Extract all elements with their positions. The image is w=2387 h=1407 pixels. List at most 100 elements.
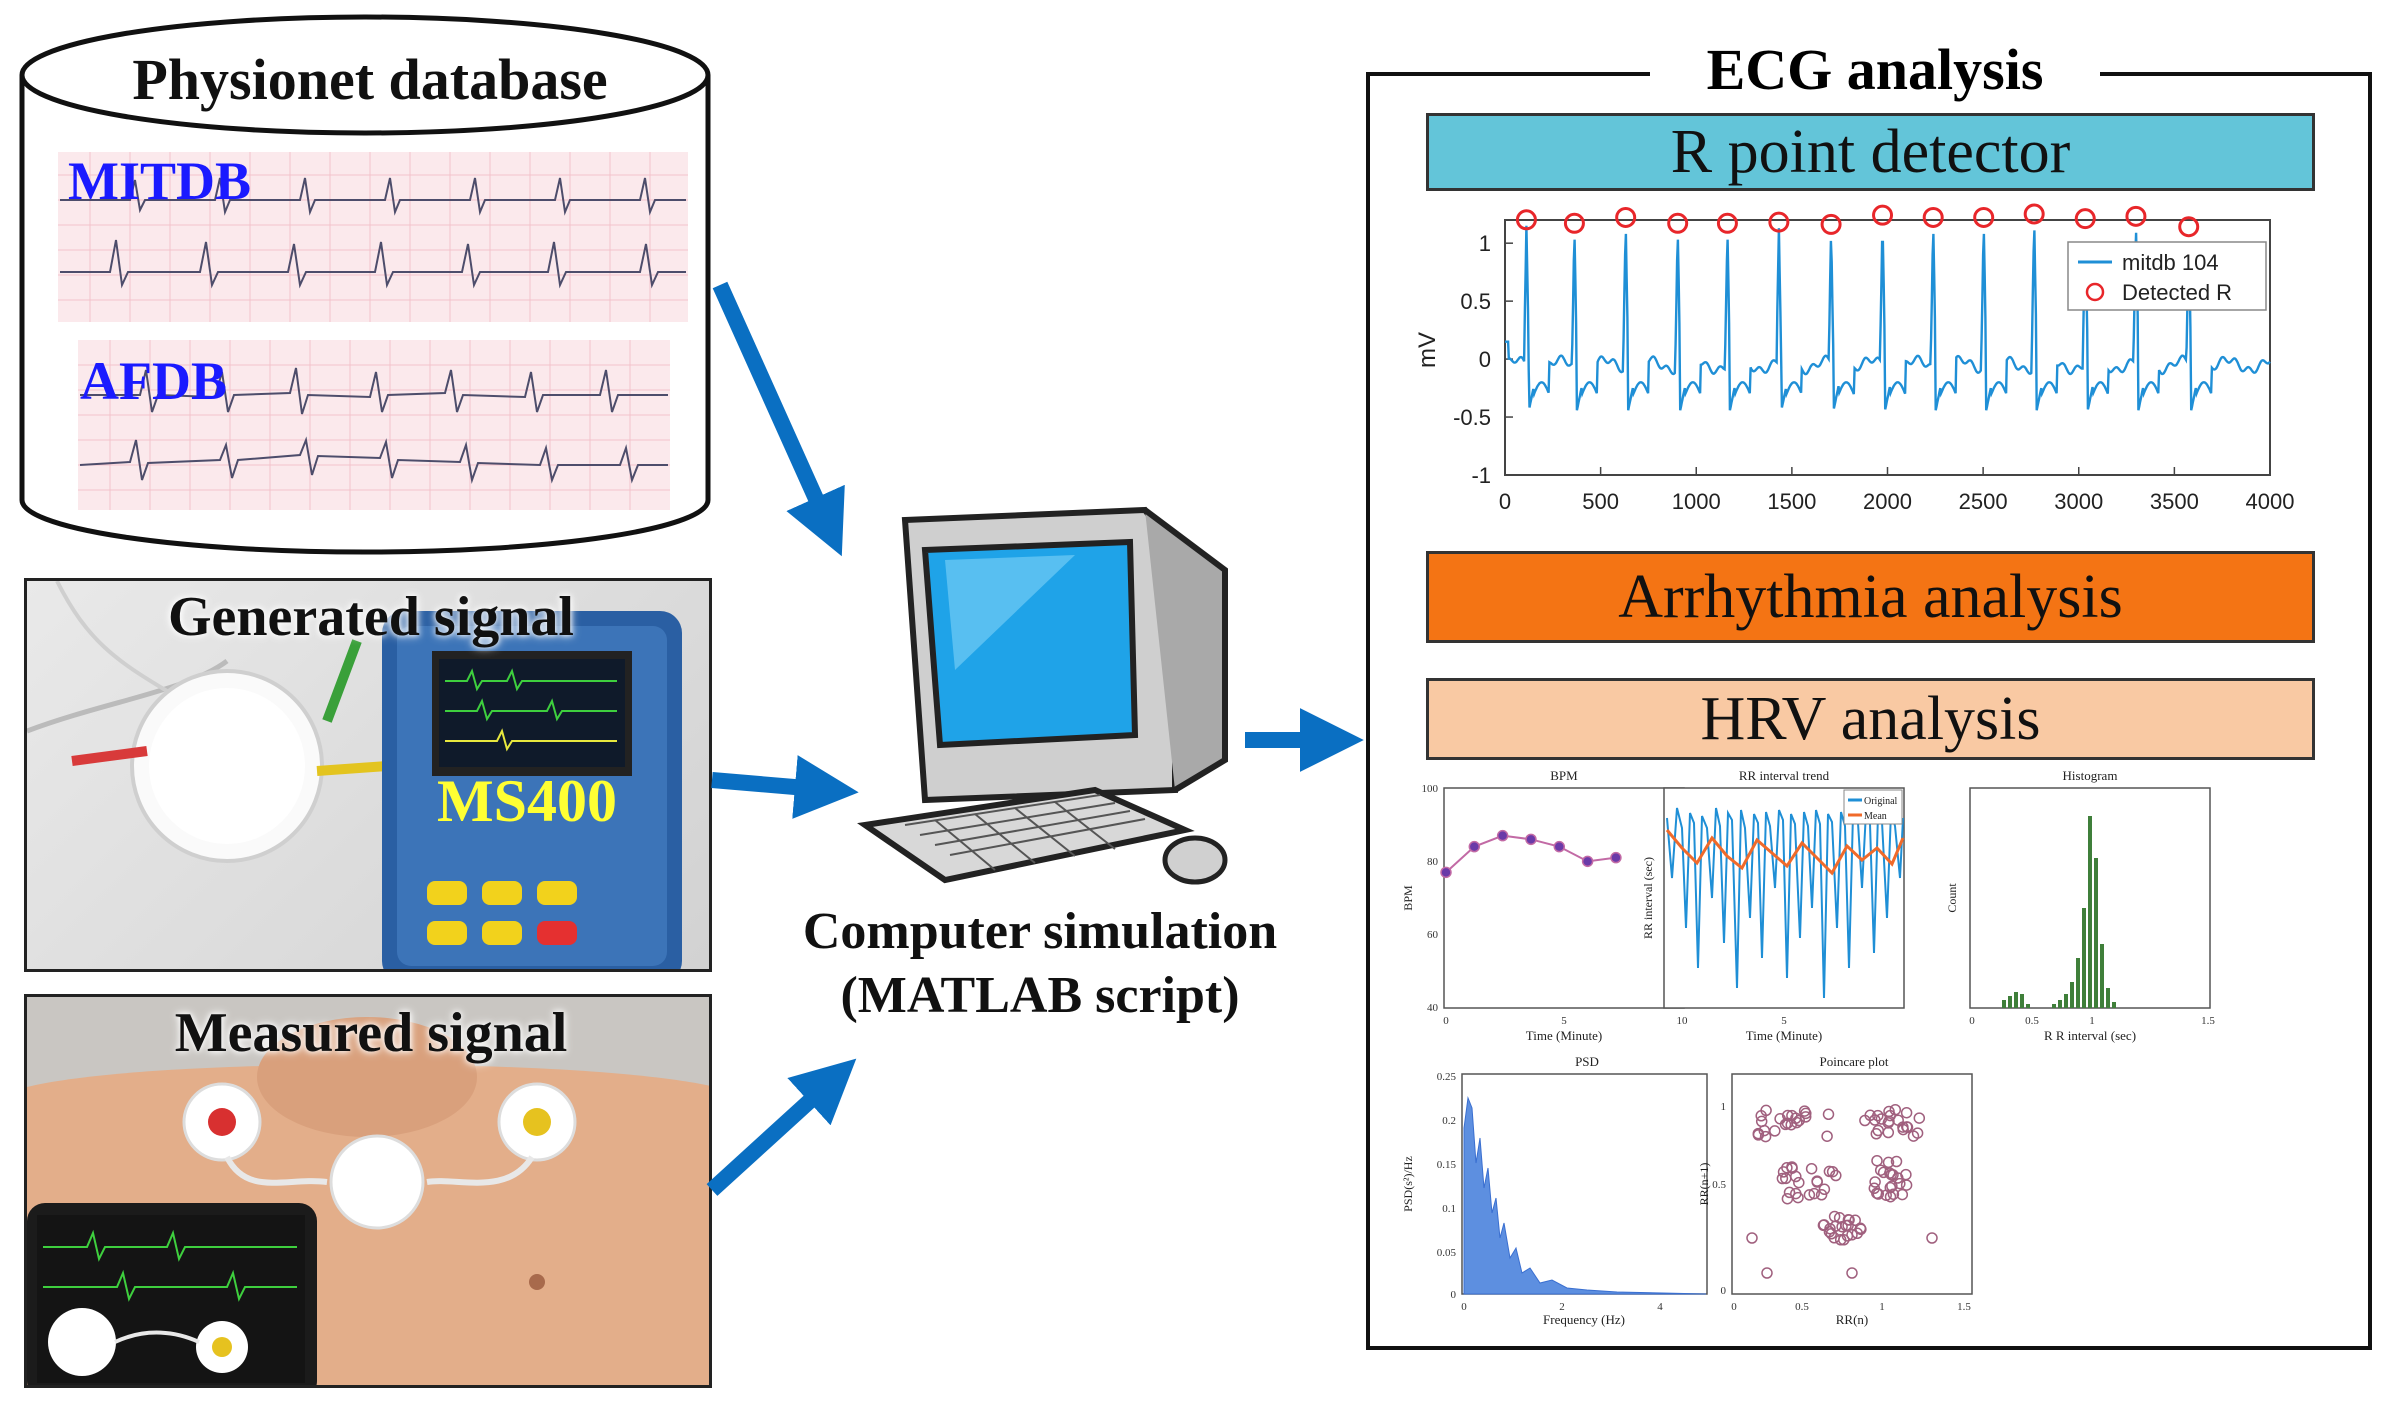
poincare-point: [1889, 1103, 1902, 1116]
rr-trend-original-series: [1666, 807, 1904, 999]
detected-r-marker: [1872, 204, 1894, 226]
ecg-xtick-label: 1500: [1767, 489, 1816, 514]
poincare-point: [1846, 1229, 1858, 1241]
poincare-point: [1822, 1108, 1835, 1121]
database-cylinder: [0, 0, 740, 560]
poincare-point: [1926, 1232, 1938, 1244]
rr-trend-ylabel: RR interval (sec): [1641, 857, 1655, 939]
poincare-point: [1791, 1116, 1803, 1129]
histogram-xtick-1: 1: [2089, 1015, 2095, 1027]
ecg-analysis-title: ECG analysis: [1650, 36, 2100, 103]
poincare-point: [1800, 1107, 1812, 1120]
bpm-ytick-100: 100: [1422, 783, 1439, 795]
ecg-ytick-label: 0: [1479, 347, 1491, 372]
bpm-xtick-10: 10: [1677, 1015, 1689, 1027]
poincare-xtick-1: 1: [1879, 1301, 1885, 1313]
ecg-ytick-label: -0.5: [1453, 405, 1491, 430]
bpm-point: [1496, 829, 1509, 842]
poincare-point: [1887, 1188, 1900, 1200]
poincare-point: [1883, 1115, 1895, 1128]
bpm-plot: BPM 100 80 60 40 0 5 10 Time (Minute) BP…: [1401, 768, 1688, 1043]
poincare-point: [1823, 1165, 1836, 1178]
poincare-point: [1869, 1114, 1881, 1126]
generated-signal-photo: Generated signal MS400: [24, 578, 712, 972]
poincare-point: [1760, 1104, 1772, 1117]
bpm-point: [1525, 833, 1537, 846]
detected-r-marker: [1716, 212, 1738, 234]
poincare-point: [1846, 1267, 1858, 1279]
poincare-ytick-0.5: 0.5: [1712, 1179, 1726, 1191]
ms400-label: MS400: [437, 768, 617, 834]
detected-r-marker: [1667, 212, 1689, 234]
legend-series-detected: Detected R: [2122, 280, 2232, 305]
poincare-point: [1871, 1154, 1883, 1167]
poincare-point: [1872, 1124, 1884, 1137]
poincare-point: [1869, 1176, 1881, 1188]
ecg-xtick-label: 3500: [2150, 489, 2199, 514]
poincare-point: [1793, 1176, 1805, 1189]
psd-ytick-0.15: 0.15: [1437, 1159, 1457, 1171]
poincare-point: [1790, 1187, 1802, 1200]
detected-r-marker: [1768, 211, 1790, 233]
ecg-xtick-label: 3000: [2054, 489, 2103, 514]
poincare-point: [1828, 1232, 1840, 1244]
bpm-title: BPM: [1550, 768, 1578, 783]
poincare-point: [1811, 1176, 1823, 1188]
tablet-icon: [27, 1203, 317, 1385]
detected-r-marker: [1615, 206, 1637, 228]
poincare-point: [1752, 1129, 1765, 1141]
detected-r-marker: [1820, 213, 1842, 235]
poincare-point: [1913, 1112, 1926, 1124]
measured-signal-title: Measured signal: [174, 1002, 568, 1064]
poincare-point: [1781, 1192, 1794, 1205]
poincare-point: [1805, 1162, 1818, 1175]
detected-r-marker: [2125, 205, 2147, 227]
histogram-ylabel: Count: [1945, 883, 1959, 913]
detected-r-marker: [1973, 206, 1995, 228]
bpm-ytick-60: 60: [1427, 929, 1439, 941]
poincare-point: [1781, 1161, 1793, 1174]
psd-xtick-2: 2: [1559, 1301, 1565, 1313]
poincare-point: [1896, 1188, 1909, 1201]
poincare-point: [1849, 1214, 1861, 1227]
poincare-xlabel: RR(n): [1836, 1312, 1869, 1327]
bpm-ytick-80: 80: [1427, 856, 1439, 868]
poincare-point: [1882, 1156, 1895, 1169]
poincare-point: [1761, 1267, 1773, 1279]
poincare-point: [1830, 1220, 1842, 1232]
poincare-point: [1875, 1113, 1888, 1125]
electrode-simulator-icon: [130, 669, 324, 863]
arrow-measured-to-computer: [706, 1058, 857, 1196]
poincare-point: [1759, 1130, 1772, 1143]
bpm-ytick-40: 40: [1427, 1002, 1439, 1014]
poincare-point: [1815, 1189, 1828, 1201]
computer-icon: [845, 490, 1245, 890]
psd-xtick-4: 4: [1657, 1301, 1663, 1313]
histogram-xlabel: R R interval (sec): [2044, 1028, 2136, 1043]
poincare-ytick-1: 1: [1721, 1101, 1727, 1113]
poincare-point: [1783, 1186, 1796, 1199]
ecg-ytick-label: 1: [1479, 231, 1491, 256]
detected-r-marker: [1563, 212, 1585, 234]
poincare-xtick-1.5: 1.5: [1957, 1301, 1971, 1313]
poincare-point: [1790, 1112, 1802, 1125]
histogram-xtick-0: 0: [1969, 1015, 1975, 1027]
rr-legend-original: Original: [1864, 796, 1898, 807]
psd-ylabel: PSD(s²)/Hz: [1401, 1156, 1415, 1212]
wearable-sensor-icon: [329, 1134, 425, 1230]
poincare-ytick-0: 0: [1721, 1285, 1727, 1297]
ecg-ytick-label: 0.5: [1460, 289, 1491, 314]
legend-marker-swatch: [2085, 282, 2105, 302]
histogram-title: Histogram: [2063, 768, 2118, 783]
rr-trend-mean-series: [1665, 829, 1905, 876]
rr-trend-plot: RR interval trend Original Mean 5 Time (…: [1641, 768, 1905, 1043]
ecg-xtick-label: 1000: [1672, 489, 1721, 514]
histogram-xtick-0.5: 0.5: [2025, 1015, 2039, 1027]
poincare-point: [1900, 1106, 1913, 1119]
poincare-xtick-0.5: 0.5: [1795, 1301, 1809, 1313]
hrv-plots: BPM 100 80 60 40 0 5 10 Time (Minute) BP…: [1401, 768, 2215, 1327]
poincare-point: [1786, 1161, 1798, 1173]
ecg-xtick-label: 2500: [1959, 489, 2008, 514]
poincare-point: [1818, 1183, 1831, 1196]
detected-r-marker: [1515, 209, 1537, 231]
